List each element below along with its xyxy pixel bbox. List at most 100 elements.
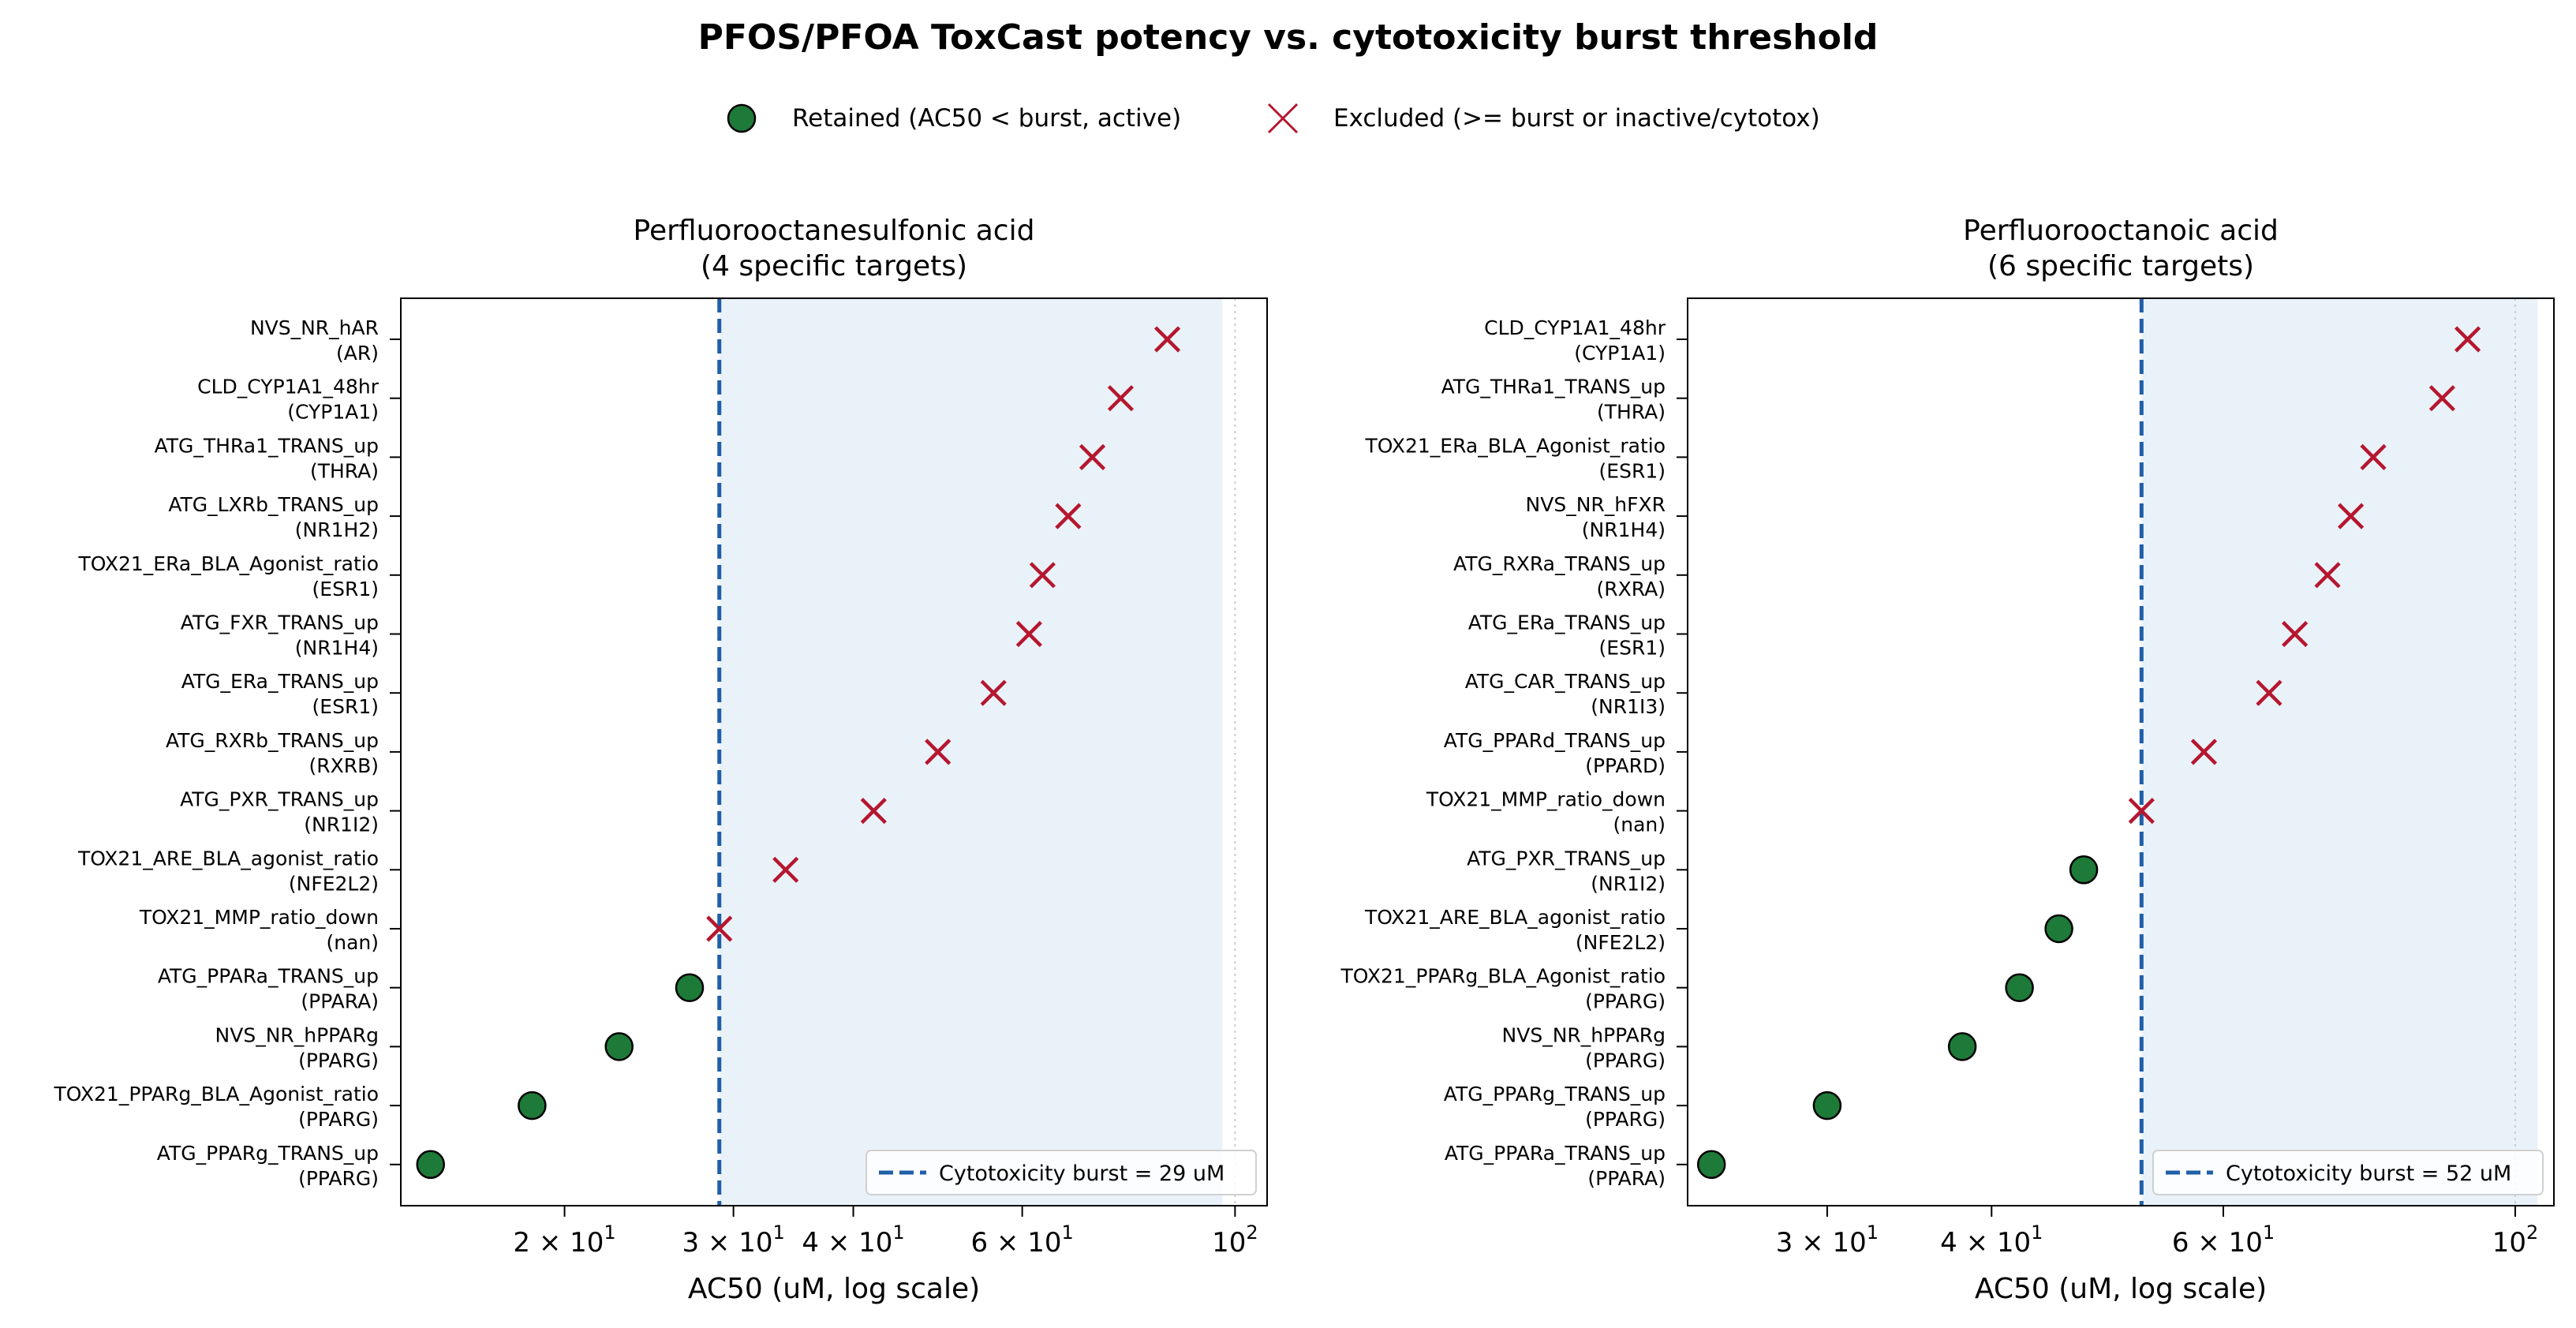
y-tick-label-gene: (NR1H4) [1582,518,1666,541]
y-tick-label-assay: ATG_LXRb_TRANS_up [168,493,379,516]
data-point-excluded [1029,562,1056,589]
x-tick-label: 4 × 101 [1940,1221,2043,1259]
burst-legend: Cytotoxicity burst = 29 uM [866,1150,1257,1195]
y-tick-label-gene: (PPARG) [298,1049,379,1072]
y-tick-label-assay: ATG_PPARd_TRANS_up [1444,729,1666,752]
data-point-excluded [2190,739,2218,765]
data-point-excluded [1153,326,1181,353]
y-tick-label-gene: (THRA) [310,459,379,482]
y-tick-label-assay: ATG_PPARg_TRANS_up [1444,1083,1666,1105]
figure-title: PFOS/PFOA ToxCast potency vs. cytotoxici… [697,17,1879,58]
y-tick-label-assay: CLD_CYP1A1_48hr [1484,316,1666,339]
data-point-retained [416,1150,445,1180]
y-tick-label-gene: (nan) [1613,814,1666,836]
data-point-excluded [2338,503,2365,529]
y-tick-label-assay: ATG_THRa1_TRANS_up [155,434,379,457]
y-tick-label-assay: TOX21_ERa_BLA_Agonist_ratio [1364,434,1666,457]
y-tick-label-assay: ATG_THRa1_TRANS_up [1441,376,1666,398]
data-point-excluded [1079,443,1106,470]
y-tick-label-assay: TOX21_MMP_ratio_down [139,906,379,929]
y-tick-label-assay: ATG_ERa_TRANS_up [1468,612,1666,634]
data-point-retained [675,973,705,1002]
data-point-retained [604,1032,634,1061]
data-point-excluded [1107,385,1135,412]
y-tick-label-gene: (NFE2L2) [1576,931,1666,954]
y-tick-label-assay: NVS_NR_hPPARg [215,1023,379,1046]
y-tick-label-assay: TOX21_PPARg_BLA_Agonist_ratio [1340,965,1666,988]
y-tick-label-assay: ATG_PPARg_TRANS_up [157,1142,379,1165]
y-tick-label-assay: TOX21_ERa_BLA_Agonist_ratio [77,552,379,575]
y-tick-label-gene: (PPARG) [298,1167,379,1190]
y-tick-label-gene: (NR1I3) [1591,695,1666,718]
burst-legend-box [2152,1150,2544,1195]
y-tick-label-gene: (AR) [336,342,379,365]
data-point-excluded [860,798,887,825]
data-point-excluded [2428,385,2455,412]
y-tick-label-gene: (PPARG) [1585,990,1666,1013]
data-point-excluded [2454,326,2481,353]
y-tick-label-gene: (NR1H2) [295,518,379,541]
y-tick-label-gene: (ESR1) [1599,637,1666,660]
y-tick-label-gene: (RXRB) [308,754,379,777]
x-tick-label: 2 × 101 [513,1221,615,1259]
data-point-retained [2044,914,2073,944]
y-tick-label-gene: (THRA) [1597,401,1666,424]
x-axis-label: AC50 (uM, log scale) [1975,1273,2267,1305]
y-tick-label-assay: ATG_CAR_TRANS_up [1465,670,1666,693]
y-tick-label-assay: ATG_PPARa_TRANS_up [1445,1142,1666,1165]
excluded-marker-icon [1267,103,1299,134]
legend-entry-retained: Retained (AC50 < burst, active) [724,95,1181,142]
panel-subtitle: (6 specific targets) [1987,250,2254,282]
data-point-excluded [772,856,799,883]
figure-legend: Retained (AC50 < burst, active) Excluded… [0,95,2576,142]
legend-label-retained: Retained (AC50 < burst, active) [792,104,1182,133]
data-point-excluded [2314,562,2341,589]
y-tick-label-gene: (nan) [326,931,379,954]
data-point-excluded [706,915,733,942]
y-tick-label-assay: TOX21_MMP_ratio_down [1426,788,1666,811]
x-tick-label: 102 [2492,1221,2539,1259]
data-point-excluded [2128,798,2155,825]
excluded-region [719,298,1223,1206]
data-point-excluded [1055,503,1082,529]
y-tick-label-assay: ATG_RXRa_TRANS_up [1453,552,1666,575]
x-tick-label: 4 × 101 [802,1221,904,1259]
y-tick-label-gene: (NR1H4) [295,637,379,660]
y-tick-label-assay: ATG_PXR_TRANS_up [1467,847,1666,870]
chart-panel-1: Perfluorooctanesulfonic acid(4 specific … [54,215,1268,1305]
x-tick-label: 3 × 101 [1776,1221,1879,1259]
y-tick-label-gene: (PPARG) [1585,1049,1666,1072]
burst-legend-label: Cytotoxicity burst = 52 uM [2226,1162,2511,1186]
retained-marker-icon [727,103,757,133]
y-tick-label-gene: (CYP1A1) [287,401,379,424]
y-tick-label-assay: ATG_PPARa_TRANS_up [158,965,379,988]
y-tick-label-assay: ATG_RXRb_TRANS_up [166,729,379,752]
data-point-retained [1812,1090,1842,1120]
panel-title: Perfluorooctanoic acid [1963,215,2279,247]
y-tick-label-assay: CLD_CYP1A1_48hr [197,376,379,398]
excluded-region [2141,298,2538,1206]
legend-entry-excluded: Excluded (>= burst or inactive/cytotox) [1266,95,1820,142]
y-tick-label-gene: (ESR1) [1599,459,1666,482]
x-tick-label: 3 × 101 [682,1221,784,1259]
data-point-excluded [2282,620,2309,648]
y-tick-label-gene: (ESR1) [312,695,379,718]
x-tick-label: 6 × 101 [970,1221,1073,1259]
y-tick-label-gene: (PPARA) [1587,1167,1666,1190]
panel-subtitle: (4 specific targets) [701,250,967,282]
y-tick-label-assay: TOX21_PPARg_BLA_Agonist_ratio [54,1083,379,1105]
x-tick-label: 6 × 101 [2172,1221,2275,1259]
y-tick-label-gene: (RXRA) [1597,578,1666,600]
burst-legend: Cytotoxicity burst = 52 uM [2152,1150,2544,1195]
y-tick-label-gene: (PPARA) [301,990,379,1013]
chart-panel-2: Perfluorooctanoic acid(6 specific target… [1340,215,2555,1305]
y-tick-label-gene: (PPARD) [1585,754,1666,777]
data-point-retained [1947,1032,1977,1061]
data-point-excluded [2360,443,2387,470]
y-tick-label-gene: (NFE2L2) [289,872,379,895]
y-tick-label-gene: (NR1I2) [1591,872,1666,895]
y-tick-label-gene: (PPARG) [1585,1108,1666,1131]
y-tick-label-assay: ATG_PXR_TRANS_up [180,788,379,811]
y-tick-label-assay: ATG_FXR_TRANS_up [181,612,379,634]
